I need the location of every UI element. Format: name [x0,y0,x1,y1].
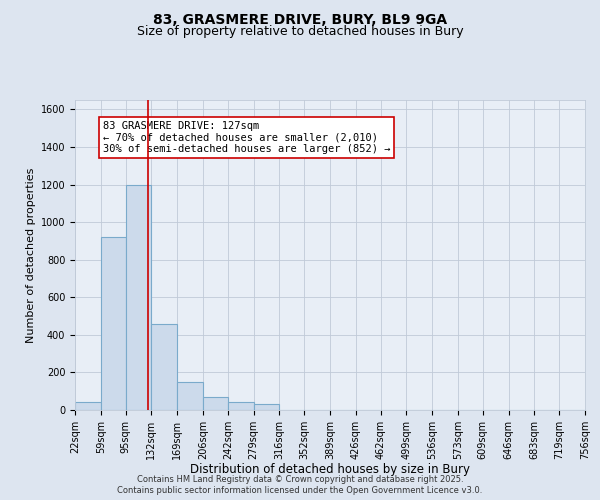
Bar [75,402,101,410]
Bar [177,382,203,410]
Bar [203,397,228,410]
Y-axis label: Number of detached properties: Number of detached properties [26,168,37,342]
Text: Size of property relative to detached houses in Bury: Size of property relative to detached ho… [137,25,463,38]
Bar [151,324,177,410]
Text: Contains HM Land Registry data © Crown copyright and database right 2025.: Contains HM Land Registry data © Crown c… [137,475,463,484]
Bar [101,237,126,410]
Text: 83, GRASMERE DRIVE, BURY, BL9 9GA: 83, GRASMERE DRIVE, BURY, BL9 9GA [153,12,447,26]
Bar [254,404,279,410]
Bar [126,184,151,410]
X-axis label: Distribution of detached houses by size in Bury: Distribution of detached houses by size … [190,464,470,476]
Text: Contains public sector information licensed under the Open Government Licence v3: Contains public sector information licen… [118,486,482,495]
Bar [228,402,254,410]
Text: 83 GRASMERE DRIVE: 127sqm
← 70% of detached houses are smaller (2,010)
30% of se: 83 GRASMERE DRIVE: 127sqm ← 70% of detac… [103,120,390,154]
